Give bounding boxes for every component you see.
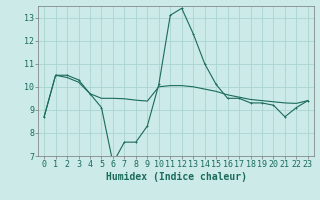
X-axis label: Humidex (Indice chaleur): Humidex (Indice chaleur) (106, 172, 246, 182)
